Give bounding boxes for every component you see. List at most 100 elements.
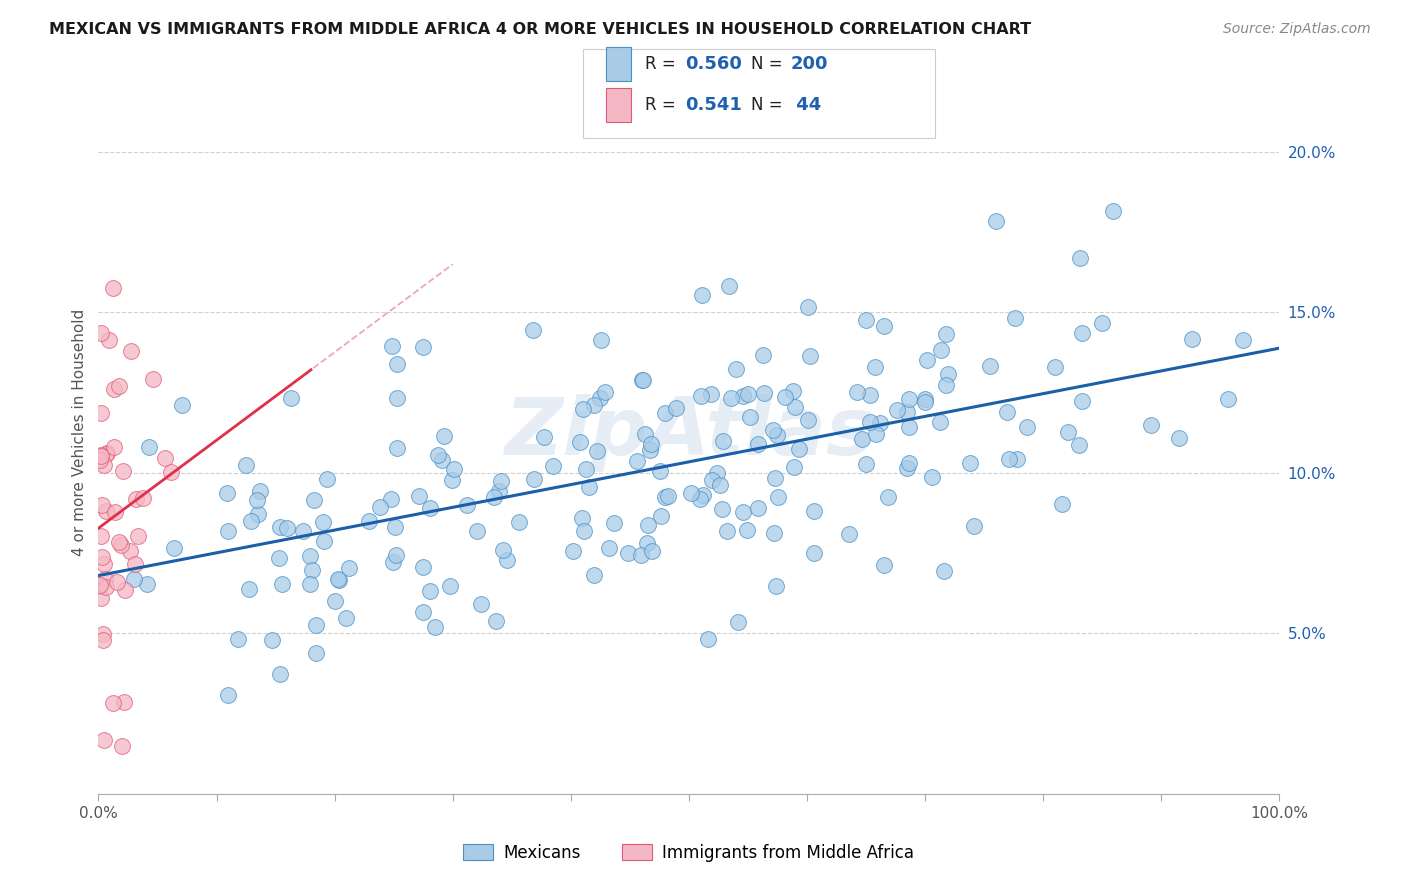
Point <box>90 528 112 542</box>
Point <box>935 326 957 341</box>
Point <box>568 435 591 450</box>
Point <box>700 386 723 401</box>
Point <box>575 462 598 476</box>
Text: 44: 44 <box>790 96 821 114</box>
Point <box>631 373 654 387</box>
Point <box>657 490 679 504</box>
Point <box>122 572 145 586</box>
Point <box>368 500 391 514</box>
Point <box>335 610 357 624</box>
Point <box>979 359 1001 373</box>
Point <box>90 498 112 512</box>
Point <box>299 577 322 591</box>
Point <box>96 446 118 460</box>
Point <box>654 490 676 504</box>
Point <box>727 615 749 629</box>
Point <box>617 546 640 560</box>
Point <box>523 472 546 486</box>
Point <box>131 491 153 505</box>
Point <box>735 524 758 538</box>
Point <box>246 493 269 508</box>
Text: R =: R = <box>645 96 682 114</box>
Point <box>896 460 918 475</box>
Point <box>384 519 406 533</box>
Point <box>433 429 456 443</box>
Point <box>710 501 733 516</box>
Point <box>846 384 869 399</box>
Point <box>90 550 112 565</box>
Point <box>305 618 328 632</box>
Point <box>872 318 894 333</box>
Point <box>269 666 291 681</box>
Point <box>1168 431 1191 445</box>
Point <box>110 538 132 552</box>
Point <box>269 551 291 566</box>
Point <box>326 573 349 587</box>
Point <box>172 398 194 412</box>
Point <box>747 500 769 515</box>
Point <box>702 473 724 487</box>
Point <box>419 500 441 515</box>
Point <box>731 389 754 403</box>
Text: 0.541: 0.541 <box>685 96 741 114</box>
Point <box>465 524 488 538</box>
Point <box>915 353 938 368</box>
Point <box>571 511 593 525</box>
Point <box>381 555 404 569</box>
Point <box>93 458 115 472</box>
Point <box>271 577 294 591</box>
Text: R =: R = <box>645 55 682 73</box>
Point <box>443 461 465 475</box>
Point <box>408 489 430 503</box>
Point <box>1102 203 1125 218</box>
Point <box>127 529 149 543</box>
Point <box>235 458 257 472</box>
Point <box>1050 498 1073 512</box>
Point <box>142 372 165 386</box>
Point <box>561 543 583 558</box>
Point <box>589 391 612 405</box>
Point <box>90 449 112 463</box>
Point <box>470 597 492 611</box>
Point <box>385 441 408 455</box>
Point <box>773 390 796 404</box>
Text: 0.560: 0.560 <box>685 55 741 73</box>
Point <box>163 541 186 556</box>
Point <box>91 627 114 641</box>
Point <box>305 646 328 660</box>
Point <box>637 518 659 533</box>
Point <box>636 536 658 550</box>
Point <box>765 471 787 485</box>
Point <box>995 405 1018 419</box>
Text: ZipAtlas: ZipAtlas <box>503 393 875 472</box>
Point <box>1057 425 1080 439</box>
Point <box>323 594 346 608</box>
Point <box>249 484 271 499</box>
Point <box>111 464 134 478</box>
Point <box>869 416 891 430</box>
Point <box>136 577 159 591</box>
Point <box>640 443 662 458</box>
Point <box>582 398 605 412</box>
Point <box>766 490 789 504</box>
Point <box>93 732 115 747</box>
Point <box>782 384 804 398</box>
Point <box>107 378 129 392</box>
Point <box>491 475 513 489</box>
Point <box>238 582 260 596</box>
Point <box>124 557 146 571</box>
Point <box>799 349 821 363</box>
Point <box>1004 311 1026 326</box>
Point <box>105 574 128 589</box>
Point <box>94 580 117 594</box>
Point <box>108 534 131 549</box>
Point <box>280 391 302 405</box>
Point <box>572 401 595 416</box>
Point <box>98 333 121 347</box>
Point <box>1232 333 1254 347</box>
Point <box>385 548 408 562</box>
Point <box>89 577 111 591</box>
Point <box>634 426 657 441</box>
Text: Source: ZipAtlas.com: Source: ZipAtlas.com <box>1223 22 1371 37</box>
Text: N =: N = <box>751 96 787 114</box>
